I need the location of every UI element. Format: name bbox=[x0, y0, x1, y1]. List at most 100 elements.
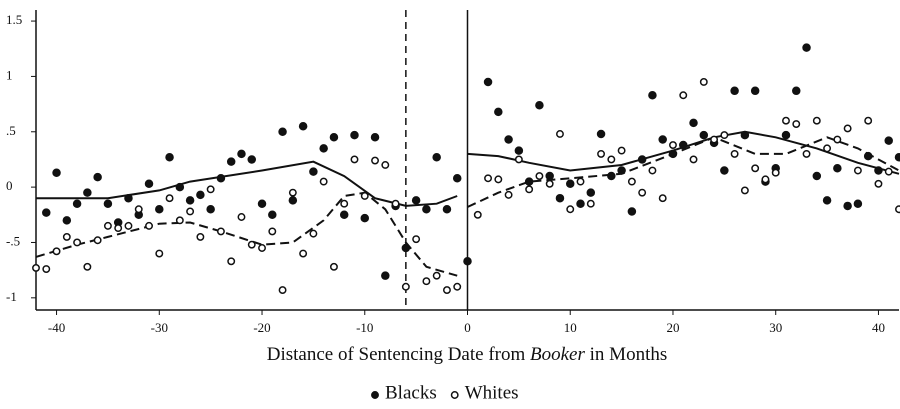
point bbox=[576, 177, 585, 186]
point bbox=[565, 179, 575, 189]
point bbox=[658, 135, 667, 144]
legend-label: Blacks bbox=[385, 382, 437, 403]
point bbox=[339, 210, 349, 220]
point bbox=[514, 146, 524, 155]
point bbox=[175, 216, 184, 225]
point bbox=[442, 205, 452, 214]
point bbox=[833, 164, 842, 173]
point bbox=[483, 77, 493, 87]
point bbox=[340, 199, 349, 208]
point bbox=[699, 78, 708, 86]
point bbox=[216, 174, 226, 183]
point bbox=[432, 152, 441, 162]
point bbox=[545, 179, 554, 188]
point bbox=[463, 257, 472, 266]
point bbox=[288, 196, 298, 205]
point bbox=[740, 186, 749, 195]
point bbox=[833, 135, 842, 144]
point bbox=[165, 152, 174, 162]
point bbox=[360, 192, 369, 200]
y-tick-label: -1 bbox=[6, 289, 17, 304]
point bbox=[299, 249, 308, 258]
point bbox=[206, 205, 215, 214]
point bbox=[607, 155, 616, 164]
point bbox=[597, 149, 606, 158]
point bbox=[473, 210, 482, 219]
fit-line bbox=[36, 160, 458, 207]
point bbox=[432, 271, 441, 280]
point bbox=[689, 118, 698, 128]
point bbox=[453, 282, 462, 291]
point bbox=[103, 199, 113, 208]
point bbox=[298, 121, 308, 131]
point bbox=[411, 196, 421, 205]
point bbox=[257, 199, 267, 208]
point bbox=[648, 166, 657, 175]
point bbox=[350, 130, 359, 140]
point bbox=[196, 232, 205, 241]
point bbox=[309, 167, 318, 176]
point bbox=[853, 166, 862, 175]
point bbox=[62, 232, 71, 241]
point bbox=[381, 161, 390, 169]
point bbox=[319, 144, 328, 153]
point bbox=[730, 149, 739, 158]
point bbox=[627, 207, 637, 216]
point bbox=[226, 157, 236, 166]
point bbox=[822, 196, 832, 205]
point bbox=[62, 216, 72, 225]
point bbox=[884, 136, 893, 145]
point bbox=[884, 167, 893, 176]
point bbox=[309, 229, 318, 238]
point bbox=[329, 262, 338, 271]
point bbox=[134, 205, 143, 214]
point bbox=[72, 199, 82, 208]
point bbox=[144, 179, 154, 189]
point bbox=[196, 190, 205, 200]
point bbox=[843, 124, 852, 133]
point bbox=[720, 131, 729, 140]
point bbox=[750, 86, 760, 96]
point bbox=[802, 43, 811, 52]
x-tick-label: 30 bbox=[769, 320, 782, 335]
point bbox=[124, 221, 133, 230]
point bbox=[227, 257, 236, 266]
x-tick-label: 40 bbox=[872, 320, 885, 335]
x-axis-label-part: in Months bbox=[585, 344, 667, 365]
point bbox=[258, 244, 266, 252]
point bbox=[155, 205, 164, 214]
point bbox=[124, 193, 133, 203]
point bbox=[627, 177, 636, 186]
point bbox=[637, 155, 647, 164]
point bbox=[391, 199, 400, 208]
point bbox=[145, 221, 153, 230]
point bbox=[319, 177, 328, 186]
point bbox=[93, 172, 102, 182]
point bbox=[812, 116, 821, 125]
point bbox=[247, 240, 256, 249]
point bbox=[83, 262, 92, 271]
point bbox=[514, 155, 523, 164]
point bbox=[422, 205, 431, 214]
point bbox=[556, 130, 564, 138]
point bbox=[679, 91, 688, 100]
point bbox=[494, 107, 503, 117]
point bbox=[237, 213, 246, 221]
fit-line bbox=[467, 136, 900, 208]
point bbox=[381, 271, 390, 280]
point bbox=[443, 286, 451, 295]
point bbox=[42, 208, 51, 217]
point bbox=[93, 236, 102, 245]
point bbox=[720, 166, 729, 175]
point bbox=[710, 135, 719, 144]
point bbox=[371, 156, 379, 165]
point bbox=[114, 224, 123, 233]
point bbox=[42, 265, 51, 273]
x-axis-label: Distance of Sentencing Date from Booker … bbox=[267, 344, 668, 365]
point bbox=[401, 243, 411, 253]
y-tick-label: .5 bbox=[6, 123, 16, 138]
point bbox=[874, 166, 883, 175]
point bbox=[401, 282, 410, 291]
x-tick-label: 20 bbox=[666, 320, 679, 335]
point bbox=[350, 155, 359, 164]
